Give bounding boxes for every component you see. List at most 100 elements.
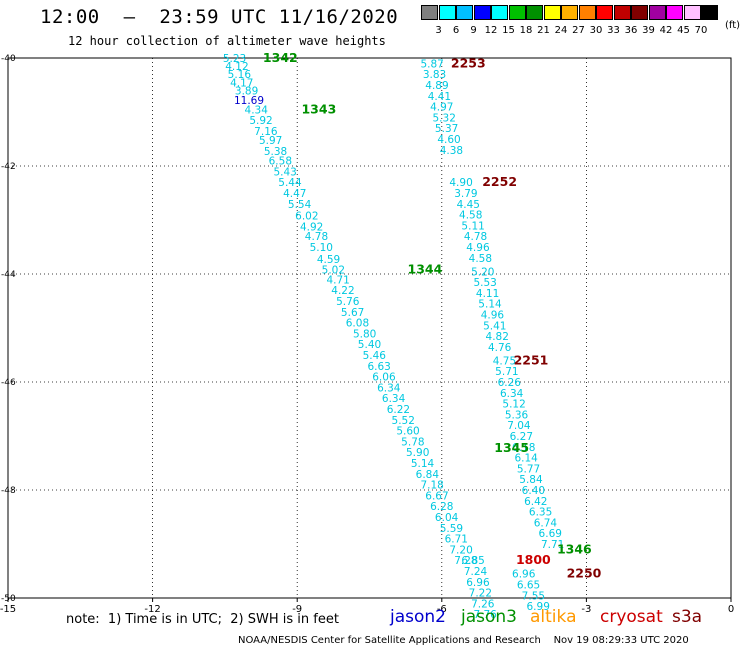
legend-swatch xyxy=(543,5,561,20)
legend-label: 33 xyxy=(607,25,620,36)
wave-height-point: 7.24 xyxy=(464,566,488,578)
mission-label: cryosat xyxy=(600,607,663,627)
wave-height-point: 7.18 xyxy=(420,480,443,492)
wave-height-point: 4.78 xyxy=(464,231,487,243)
legend-label: 6 xyxy=(452,25,460,36)
pass-time-label: 2250 xyxy=(567,566,602,581)
wave-height-point: 7.76 xyxy=(473,609,497,621)
wave-height-point: 11.69 xyxy=(234,95,264,107)
wave-height-point: 7.71 xyxy=(541,539,564,551)
legend-label: 70 xyxy=(694,25,708,36)
footnote: note: 1) Time is in UTC; 2) SWH is in fe… xyxy=(66,612,339,627)
wave-height-point: 6.18 xyxy=(512,442,535,454)
mission-label: altika xyxy=(530,607,577,627)
wave-height-point: 5.36 xyxy=(505,409,529,421)
wave-height-point: 6.28 xyxy=(430,501,453,513)
wave-height-point: 5.14 xyxy=(478,299,502,311)
legend-unit: (ft) xyxy=(725,20,740,31)
wave-height-point: 5.78 xyxy=(401,436,424,448)
wave-height-point: 4.38 xyxy=(440,145,463,157)
wave-height-point: 4.71 xyxy=(326,274,349,286)
wave-height-point: 5.38 xyxy=(264,146,287,158)
wave-height-point: 6.85 xyxy=(461,555,484,567)
mission-label: jason2 xyxy=(390,607,446,627)
wave-height-point: 6.96 xyxy=(512,569,536,581)
wave-height-point: 4.11 xyxy=(476,288,499,300)
pass-time-label: 1800 xyxy=(516,552,551,567)
wave-height-point: 6.14 xyxy=(514,453,538,465)
wave-height-point: 7.16 xyxy=(254,126,278,138)
pass-time-label: 1343 xyxy=(301,101,336,116)
credit-line: NOAA/NESDIS Center for Satellite Applica… xyxy=(238,635,689,646)
wave-height-point: 4.90 xyxy=(449,177,472,189)
legend-label: 15 xyxy=(502,25,515,36)
wave-height-point: 6.26 xyxy=(498,377,522,389)
wave-height-point: 4.12 xyxy=(225,61,248,73)
chart-title: 12:00 – 23:59 UTC 11/16/2020 xyxy=(40,6,399,28)
plot-frame xyxy=(7,57,732,599)
wave-height-point: 6.27 xyxy=(510,431,533,443)
x-tick-label: -9 xyxy=(292,604,302,615)
legend-swatch xyxy=(683,5,701,20)
legend-swatch xyxy=(526,5,543,20)
legend-label: 12 xyxy=(484,25,498,36)
wave-height-point: 7.55 xyxy=(522,590,545,602)
wave-height-point: 5.90 xyxy=(406,447,429,459)
wave-height-point: 4.22 xyxy=(331,285,354,297)
legend-label: 42 xyxy=(659,25,673,36)
wave-height-point: 4.96 xyxy=(466,242,490,254)
legend-label: 3 xyxy=(435,25,442,36)
wave-height-point: 5.02 xyxy=(322,265,345,277)
legend-label: 21 xyxy=(537,25,550,36)
legend-swatch xyxy=(421,5,438,20)
wave-height-point: 5.60 xyxy=(396,426,419,438)
wave-height-point: 5.41 xyxy=(483,320,506,332)
wave-height-point: 5.84 xyxy=(519,474,543,486)
wave-height-point: 6.71 xyxy=(445,534,468,546)
legend-swatch xyxy=(491,5,508,20)
wave-height-point: 6.35 xyxy=(529,507,552,519)
wave-height-point: 4.92 xyxy=(300,221,323,233)
wave-height-point: 5.87 xyxy=(420,58,443,70)
wave-height-point: 5.46 xyxy=(363,350,387,362)
legend-swatch xyxy=(631,5,648,20)
wave-height-point: 7.26 xyxy=(471,598,495,610)
x-tick-label: -12 xyxy=(144,604,160,615)
wave-height-point: 6.06 xyxy=(372,372,396,384)
wave-height-point: 6.42 xyxy=(524,496,547,508)
pass-time-label: 1346 xyxy=(557,541,592,556)
wave-height-point: 5.52 xyxy=(392,415,415,427)
wave-height-point: 5.71 xyxy=(495,366,518,378)
pass-time-label: 2253 xyxy=(451,55,486,70)
wave-height-point: 4.58 xyxy=(469,253,492,265)
wave-height-point: 5.53 xyxy=(473,277,496,289)
wave-height-point: 4.41 xyxy=(428,91,451,103)
pass-time-label: 1342 xyxy=(263,50,298,65)
wave-height-point: 5.11 xyxy=(461,220,484,232)
wave-height-point: 5.77 xyxy=(517,463,540,475)
mission-label: s3a xyxy=(672,607,703,627)
wave-height-point: 6.04 xyxy=(435,512,459,524)
legend-swatch xyxy=(578,5,596,20)
y-tick-label: -46 xyxy=(1,378,16,388)
wave-height-point: 3.79 xyxy=(454,188,477,200)
legend-swatch xyxy=(456,5,473,20)
wave-height-point: 4.89 xyxy=(425,80,448,92)
wave-height-point: 5.40 xyxy=(358,339,381,351)
wave-height-point: 5.76 xyxy=(336,296,360,308)
wave-height-point: 5.23 xyxy=(223,53,246,65)
legend-swatch xyxy=(473,5,491,20)
wave-height-point: 5.14 xyxy=(411,458,435,470)
wave-height-point: 4.45 xyxy=(457,199,480,211)
wave-height-point: 4.59 xyxy=(317,254,340,266)
legend-swatch xyxy=(508,5,526,20)
wave-height-point: 4.96 xyxy=(481,310,505,322)
wave-height-point: 7.22 xyxy=(469,588,492,600)
wave-height-point: 7.04 xyxy=(507,420,531,432)
wave-height-point: 6.74 xyxy=(534,517,558,529)
y-tick-label: -40 xyxy=(1,54,16,64)
legend-label: 30 xyxy=(589,25,603,36)
wave-height-point: 4.97 xyxy=(430,102,453,114)
pass-time-label: 1344 xyxy=(408,262,443,277)
